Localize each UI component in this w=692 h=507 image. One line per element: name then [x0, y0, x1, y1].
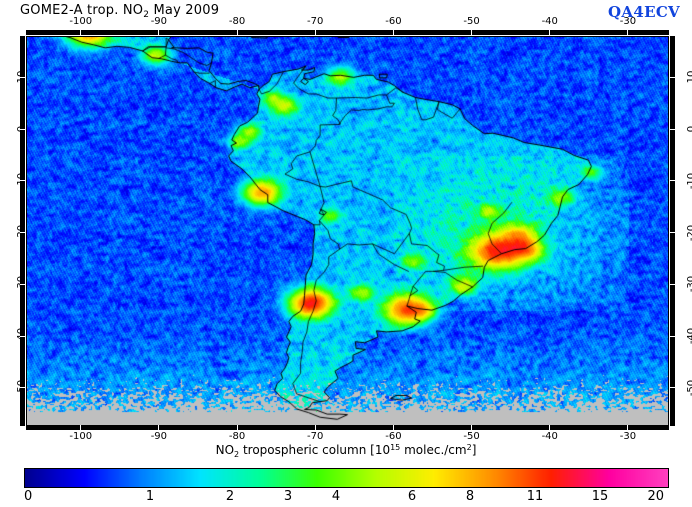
y-tick-label-right-3: -20: [686, 224, 692, 241]
y-tick-label-right-6: -50: [686, 379, 692, 396]
y-tick-mark: [670, 335, 675, 337]
y-tick-mark: [20, 76, 25, 78]
colorbar-gradient: [25, 469, 668, 487]
title-main: GOME2-A trop. NO: [20, 3, 144, 18]
y-tick-mark: [20, 128, 25, 130]
x-tick-label-6: -40: [541, 16, 558, 27]
x-tick-label-bottom-0: -100: [69, 431, 93, 442]
x-tick-mark: [627, 425, 629, 430]
colorbar-tick-0: 0: [24, 489, 33, 504]
y-tick-label-right-1: 0: [686, 126, 692, 132]
cb-label-end: ]: [471, 443, 477, 457]
colorbar-tick-5: 6: [407, 489, 417, 504]
title-date: May 2009: [149, 3, 220, 18]
figure-title: GOME2-A trop. NO2 May 2009: [20, 3, 219, 20]
x-tick-mark: [549, 425, 551, 430]
cb-label-pre: NO: [215, 443, 235, 457]
no2-column-map: [27, 37, 668, 425]
x-tick-label-7: -30: [619, 16, 637, 27]
x-tick-label-bottom-4: -60: [385, 431, 402, 442]
x-tick-label-4: -60: [385, 16, 402, 27]
y-tick-mark: [670, 76, 675, 78]
colorbar-tick-4: 4: [331, 489, 341, 504]
x-tick-mark: [236, 30, 238, 35]
x-tick-mark: [80, 425, 82, 430]
cb-label-sub: 2: [234, 450, 240, 459]
x-tick-mark: [314, 425, 316, 430]
x-tick-label-bottom-1: -90: [150, 431, 168, 442]
colorbar-tick-8: 15: [591, 489, 609, 504]
y-tick-label-right-0: 10: [686, 71, 692, 84]
x-tick-label-0: -100: [69, 16, 93, 27]
x-tick-label-2: -80: [228, 16, 246, 27]
y-tick-label-right-4: -30: [686, 276, 692, 293]
y-tick-mark: [20, 180, 25, 182]
y-tick-mark: [20, 335, 25, 337]
x-tick-mark: [627, 30, 629, 35]
x-tick-label-5: -50: [463, 16, 480, 27]
colorbar-tick-3: 3: [283, 489, 293, 504]
x-tick-mark: [236, 425, 238, 430]
colorbar-tick-1: 1: [145, 489, 155, 504]
colorbar-tick-9: 20: [647, 489, 664, 504]
y-tick-mark: [20, 387, 25, 389]
x-tick-mark: [549, 30, 551, 35]
x-tick-label-bottom-2: -80: [228, 431, 246, 442]
axis-left: [20, 36, 25, 426]
y-tick-mark: [20, 283, 25, 285]
cb-label-mid: tropospheric column [10: [239, 443, 391, 457]
x-tick-mark: [392, 425, 394, 430]
title-subscript: 2: [143, 10, 150, 20]
y-tick-label-right-2: -10: [686, 172, 692, 190]
x-tick-mark: [392, 30, 394, 35]
x-tick-mark: [158, 425, 160, 430]
map-plot-area: [26, 36, 669, 426]
cb-label-exp2: 2: [466, 443, 472, 452]
x-tick-mark: [158, 30, 160, 35]
y-tick-mark: [670, 180, 675, 182]
y-tick-mark: [670, 128, 675, 130]
x-tick-mark: [314, 30, 316, 35]
x-tick-label-bottom-5: -50: [463, 431, 480, 442]
x-tick-label-1: -90: [150, 16, 168, 27]
colorbar-label: NO2 tropospheric column [1015 molec./cm2…: [0, 443, 692, 459]
y-tick-label-right-5: -40: [686, 327, 692, 345]
cb-label-exp: 15: [390, 443, 401, 452]
axis-top: [26, 30, 669, 35]
cb-label-post: molec./cm: [400, 443, 467, 457]
x-tick-label-bottom-7: -30: [619, 431, 637, 442]
x-tick-label-bottom-6: -40: [541, 431, 558, 442]
x-tick-mark: [80, 30, 82, 35]
colorbar-tick-7: 11: [526, 489, 544, 504]
axis-right: [670, 36, 675, 426]
y-tick-mark: [670, 232, 675, 234]
x-tick-label-3: -70: [307, 16, 324, 27]
y-tick-mark: [670, 387, 675, 389]
axis-bottom: [26, 425, 669, 430]
x-tick-mark: [471, 30, 473, 35]
x-tick-mark: [471, 425, 473, 430]
colorbar: [24, 468, 669, 488]
colorbar-tick-2: 2: [225, 489, 235, 504]
y-tick-mark: [670, 283, 675, 285]
qa4ecv-logo: QA4ECV: [608, 3, 680, 21]
y-tick-mark: [20, 232, 25, 234]
colorbar-tick-6: 8: [465, 489, 475, 504]
x-tick-label-bottom-3: -70: [307, 431, 324, 442]
